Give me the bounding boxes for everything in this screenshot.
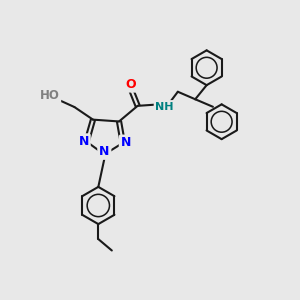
Text: HO: HO: [40, 88, 59, 101]
Text: N: N: [121, 136, 131, 149]
Text: NH: NH: [155, 102, 174, 112]
Text: N: N: [99, 145, 110, 158]
Text: O: O: [126, 78, 136, 91]
Text: N: N: [79, 135, 89, 148]
